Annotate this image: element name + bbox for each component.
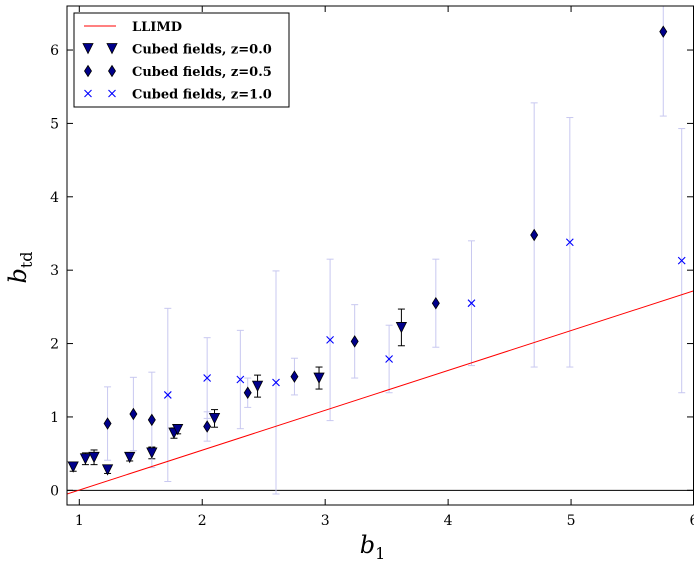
y-tick-label: 0 — [50, 483, 59, 499]
y-tick-label: 5 — [50, 116, 59, 132]
legend-entry: Cubed fields, z=1.0 — [132, 88, 272, 103]
data-point — [203, 374, 212, 382]
legend-entry-llimd: LLIMD — [132, 20, 182, 35]
x-tick-label: 3 — [321, 513, 330, 529]
data-point — [677, 256, 686, 265]
data-point — [395, 322, 408, 334]
y-tick-label: 3 — [50, 263, 59, 279]
y-tick-label: 1 — [50, 410, 59, 426]
y-axis-label: btd — [4, 251, 36, 283]
data-point — [243, 386, 252, 399]
data-point — [659, 25, 668, 38]
x-tick-label: 2 — [198, 513, 207, 529]
data-point — [208, 413, 221, 425]
y-tick-label: 2 — [50, 337, 59, 353]
data-point — [350, 335, 359, 348]
data-point — [101, 464, 114, 476]
data-point — [163, 391, 172, 399]
data-point — [79, 453, 92, 465]
data-point — [129, 407, 138, 421]
data-point — [171, 424, 184, 436]
data-point — [290, 370, 299, 383]
data-point — [236, 375, 245, 384]
y-tick-label: 4 — [50, 190, 59, 206]
data-point — [67, 461, 79, 473]
x-tick-label: 6 — [690, 513, 694, 529]
data-point — [431, 296, 440, 310]
data-point — [146, 447, 158, 459]
data-point — [147, 413, 156, 427]
llimd-line — [67, 290, 694, 495]
data-point — [88, 451, 100, 464]
data-point — [203, 420, 212, 433]
x-tick-label: 4 — [444, 513, 453, 529]
legend-entry: Cubed fields, z=0.5 — [132, 65, 272, 80]
x-axis-label: b1 — [360, 531, 386, 561]
data-point — [565, 238, 574, 247]
data-point — [272, 378, 280, 387]
y-tick-label: 6 — [50, 43, 59, 59]
data-point — [313, 372, 325, 384]
legend-marker — [106, 43, 118, 55]
data-point — [124, 451, 136, 464]
data-point — [530, 228, 539, 242]
legend-marker — [84, 89, 92, 98]
x-tick-label: 5 — [567, 513, 576, 529]
data-point — [326, 336, 334, 344]
data-point — [467, 299, 476, 308]
legend-marker — [108, 64, 116, 78]
data-point — [103, 417, 112, 430]
data-point — [251, 380, 264, 393]
data-point — [385, 355, 393, 363]
legend-entry: Cubed fields, z=0.0 — [132, 43, 272, 58]
legend: LLIMD Cubed fields, z=0.0 Cubed fields, z=… — [73, 12, 290, 108]
legend-marker — [82, 43, 94, 55]
legend-marker — [108, 89, 116, 98]
x-tick-label: 1 — [75, 513, 84, 529]
error-bar — [659, 6, 667, 117]
legend-marker — [84, 64, 92, 78]
